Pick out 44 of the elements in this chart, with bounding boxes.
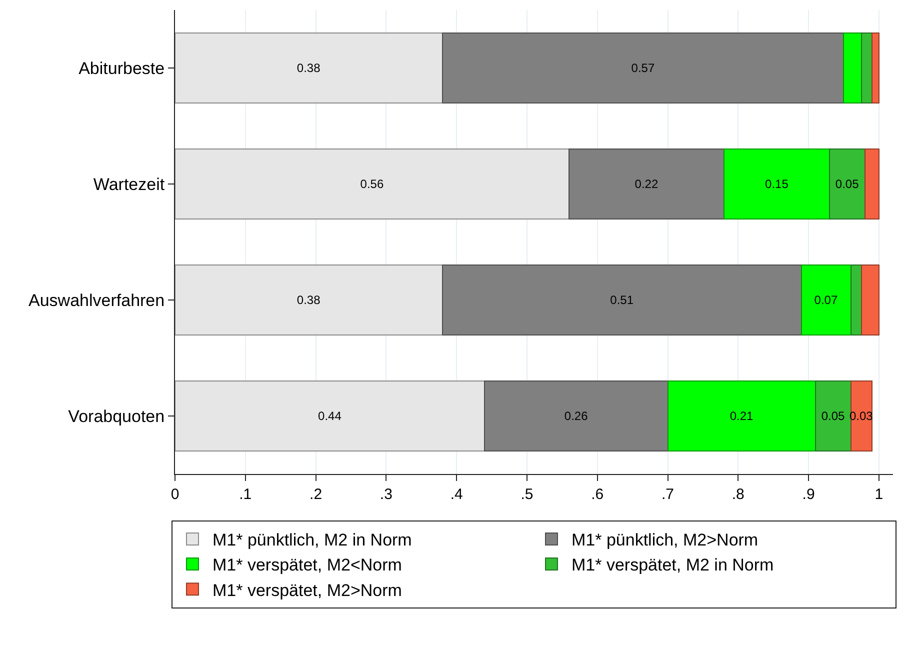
data-label: 0.44 <box>318 409 342 423</box>
x-tick-label: .2 <box>310 486 322 503</box>
bar <box>815 380 852 452</box>
bar <box>667 380 816 452</box>
data-label: 0.22 <box>634 177 658 191</box>
data-label: 0.57 <box>631 61 655 75</box>
bar <box>860 32 872 104</box>
x-tick-label: .7 <box>661 486 674 503</box>
bar <box>843 32 862 104</box>
data-label: 0.51 <box>610 293 634 307</box>
legend-label: M1* pünktlich, M2 in Norm <box>212 530 412 550</box>
data-label: 0.38 <box>296 61 321 75</box>
bar <box>871 32 880 104</box>
x-tick-label: .4 <box>450 486 463 503</box>
x-tick-label: .8 <box>732 486 744 503</box>
data-label: 0.15 <box>765 177 789 191</box>
data-label: 0.56 <box>360 177 384 191</box>
x-tick-label: .5 <box>520 486 534 503</box>
bar <box>860 264 880 336</box>
legend-label: M1* verspätet, M2>Norm <box>212 580 402 600</box>
data-label: 0.38 <box>296 293 321 307</box>
x-tick-label: .3 <box>380 486 392 503</box>
data-label: 0.21 <box>730 409 754 423</box>
x-tick-label: .1 <box>239 486 252 503</box>
y-tick-label: Vorabquoten <box>68 406 165 426</box>
x-tick-label: 0 <box>170 486 180 503</box>
legend-label: M1* verspätet, M2<Norm <box>212 556 402 575</box>
y-tick-label: Wartezeit <box>93 174 165 194</box>
bar <box>829 148 866 220</box>
data-label: 0.05 <box>821 409 846 423</box>
bar <box>724 148 830 220</box>
y-tick-label: Abiturbeste <box>78 58 165 78</box>
bar <box>864 148 880 220</box>
bar <box>800 264 852 336</box>
y-tick-label: Auswahlverfahren <box>28 290 165 310</box>
data-label: 0.26 <box>564 409 588 423</box>
legend-label: M1* verspätet, M2 in Norm <box>572 556 774 575</box>
x-tick-label: .9 <box>802 486 815 503</box>
legend-label: M1* pünktlich, M2>Norm <box>572 530 758 550</box>
x-tick-label: 1 <box>874 486 884 503</box>
bar <box>850 264 862 336</box>
data-label: 0.07 <box>814 293 838 307</box>
data-label: 0.05 <box>835 177 860 191</box>
x-tick-label: .6 <box>591 486 604 503</box>
